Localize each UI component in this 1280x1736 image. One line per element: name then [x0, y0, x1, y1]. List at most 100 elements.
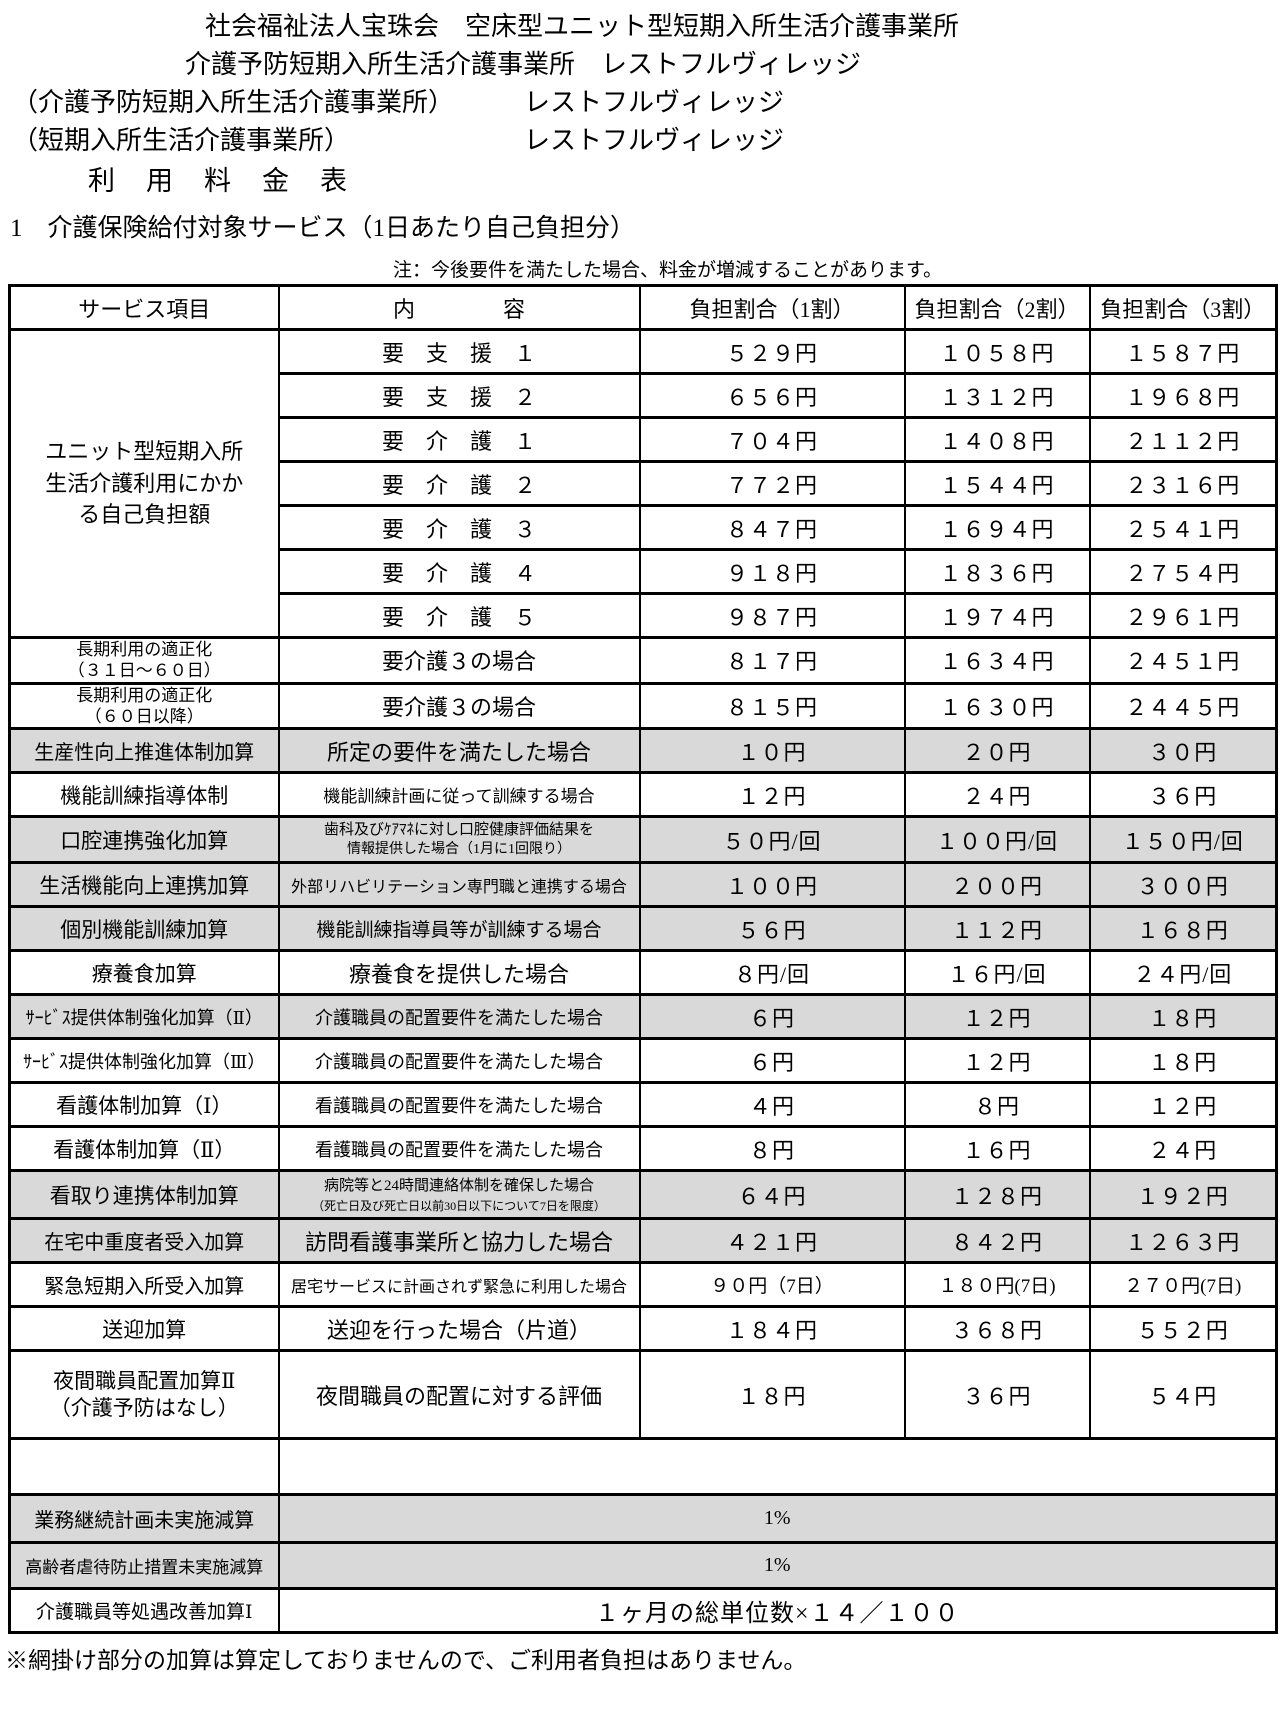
service-label-cell: 業務継続計画未実施減算: [8, 1493, 280, 1544]
fee-30pct: ３６円: [1088, 771, 1278, 818]
content-cell: 介護職員の配置要件を満たした場合: [277, 993, 641, 1040]
section-heading: 1 介護保険給付対象サービス（1日あたり自己負担分）: [10, 215, 636, 242]
content-cell: 機能訓練計画に従って訓練する場合: [277, 771, 641, 818]
table-row: 看護体制加算（Ⅱ） 看護職員の配置要件を満たした場合 ８円 １６円 ２４円: [8, 1125, 1278, 1172]
fee-30pct: ３００円: [1088, 861, 1278, 908]
service-label-cell: 看取り連携体制加算: [8, 1169, 280, 1220]
table-row: 緊急短期入所受入加算 居宅サービスに計画されず緊急に利用した場合 ９０円（7日）…: [8, 1261, 1278, 1308]
facility-name: レストフルヴィレッジ: [524, 126, 785, 155]
content-cell: 歯科及びｹｱﾏﾈに対し口腔健康評価結果を 情報提供した場合（1月に1回限り）: [277, 815, 641, 864]
fee-30pct: ２４円: [1088, 1125, 1278, 1172]
col-header-copay-30: 負担割合（3割）: [1088, 284, 1278, 331]
col-header-content: 内 容: [277, 284, 641, 331]
fee-20pct: １５４４円: [903, 460, 1091, 507]
fee-10pct: ６円: [638, 993, 906, 1040]
table-row: 看護体制加算（Ⅰ） 看護職員の配置要件を満たした場合 ４円 ８円 １２円: [8, 1081, 1278, 1128]
fee-10pct: ８円/回: [638, 949, 906, 996]
content-cell: 夜間職員の配置に対する評価: [277, 1349, 641, 1440]
fee-30pct: ３０円: [1088, 727, 1278, 774]
table-row: ｻｰﾋﾞｽ提供体制強化加算（Ⅲ） 介護職員の配置要件を満たした場合 ６円 １２円…: [8, 1037, 1278, 1084]
content-cell: 要介護３の場合: [277, 681, 641, 730]
content-cell: 要 介 護 ４: [277, 548, 641, 595]
fee-30pct: １２６３円: [1088, 1217, 1278, 1264]
fee-10pct: ５０円/回: [638, 815, 906, 864]
table-row-shaded: 業務継続計画未実施減算 1%: [8, 1493, 1278, 1544]
fee-10pct: ９０円（7日）: [638, 1261, 906, 1308]
facility-name: レストフルヴィレッジ: [524, 88, 785, 117]
table-row: 夜間職員配置加算Ⅱ （介護予防はなし） 夜間職員の配置に対する評価 １８円 ３６…: [8, 1349, 1278, 1440]
service-label-cell: 在宅中重度者受入加算: [8, 1217, 280, 1264]
fee-20pct: １８０円(7日): [903, 1261, 1091, 1308]
table-row: 要 介 護 ５ ９８７円 １９７４円 ２９６１円: [10, 592, 1278, 639]
facility-title: 介護予防短期入所生活介護事業所 レストフルヴィレッジ: [185, 50, 862, 79]
service-label-unit-copay: ユニット型短期入所 生活介護利用にかか る自己負担額: [8, 328, 280, 639]
fee-10pct: ８１７円: [638, 636, 906, 685]
service-label-cell: 生活機能向上連携加算: [8, 861, 280, 908]
table-row: 送迎加算 送迎を行った場合（片道） １８４円 ３６８円 ５５２円: [8, 1305, 1278, 1352]
content-cell: 居宅サービスに計画されず緊急に利用した場合: [277, 1261, 641, 1308]
fee-30pct: ２１１２円: [1088, 416, 1278, 463]
fee-10pct: ６４円: [638, 1169, 906, 1220]
service-label-cell: 生産性向上推進体制加算: [8, 727, 280, 774]
fee-10pct: １２円: [638, 771, 906, 818]
col-header-copay-20: 負担割合（2割）: [903, 284, 1091, 331]
fee-20pct: ８４２円: [903, 1217, 1091, 1264]
fee-20pct: １３１２円: [903, 372, 1091, 419]
fee-20pct: １４０８円: [903, 416, 1091, 463]
fee-10pct: ８４７円: [638, 504, 906, 551]
page-title: 利 用 料 金 表: [88, 166, 349, 196]
fee-30pct: １９２円: [1088, 1169, 1278, 1220]
facility-type-label: （短期入所生活介護事業所）: [12, 126, 351, 155]
table-row-shaded: ｻｰﾋﾞｽ提供体制強化加算（Ⅱ） 介護職員の配置要件を満たした場合 ６円 １２円…: [8, 993, 1278, 1040]
facility-line-preventive: （介護予防短期入所生活介護事業所） レストフルヴィレッジ: [12, 84, 1280, 121]
service-label-cell: 療養食加算: [8, 949, 280, 996]
fee-10pct: １００円: [638, 861, 906, 908]
content-cell: 訪問看護事業所と協力した場合: [277, 1217, 641, 1264]
service-label-cell: [8, 1437, 280, 1496]
service-label-cell: 送迎加算: [8, 1305, 280, 1352]
col-header-copay-10: 負担割合（1割）: [638, 284, 906, 331]
table-row-shaded: 口腔連携強化加算 歯科及びｹｱﾏﾈに対し口腔健康評価結果を 情報提供した場合（1…: [8, 815, 1278, 864]
fee-20pct: １６３４円: [903, 636, 1091, 685]
content-cell: 要 支 援 １: [277, 328, 641, 375]
fee-10pct: ６円: [638, 1037, 906, 1084]
content-cell: 看護職員の配置要件を満たした場合: [277, 1125, 641, 1172]
table-row: 長期利用の適正化 （６０日以降） 要介護３の場合 ８１５円 １６３０円 ２４４５…: [8, 681, 1278, 730]
fee-table: サービス項目 内 容 負担割合（1割） 負担割合（2割） 負担割合（3割） ユニ…: [8, 284, 1278, 1634]
content-cell: 送迎を行った場合（片道）: [277, 1305, 641, 1352]
fee-30pct: １６８円: [1088, 905, 1278, 952]
service-label-cell: 夜間職員配置加算Ⅱ （介護予防はなし）: [8, 1349, 280, 1440]
fee-20pct: １１２円: [903, 905, 1091, 952]
fee-20pct: １９７４円: [903, 592, 1091, 639]
table-row-shaded: 生活機能向上連携加算 外部リハビリテーション専門職と連携する場合 １００円 ２０…: [8, 861, 1278, 908]
fee-30pct: １５８７円: [1088, 328, 1278, 375]
content-cell: 病院等と24時間連絡体制を確保した場合 （死亡日及び死亡日以前30日以下について…: [277, 1169, 641, 1220]
table-row: 介護職員等処遇改善加算Ⅰ １ヶ月の総単位数×１４／１００: [8, 1587, 1278, 1634]
fee-change-note: 注：今後要件を満たした場合、料金が増減することがあります。: [393, 260, 943, 281]
merged-value-cell: 1%: [277, 1541, 1278, 1590]
service-label-cell: ｻｰﾋﾞｽ提供体制強化加算（Ⅲ）: [8, 1037, 280, 1084]
fee-20pct: １６９４円: [903, 504, 1091, 551]
fee-10pct: ６５６円: [638, 372, 906, 419]
fee-20pct: １２円: [903, 993, 1091, 1040]
merged-value-cell: 1%: [277, 1493, 1278, 1544]
service-label-cell: 機能訓練指導体制: [8, 771, 280, 818]
fee-20pct: １６円/回: [903, 949, 1091, 996]
table-row: 長期利用の適正化 （３１日～６０日） 要介護３の場合 ８１７円 １６３４円 ２４…: [8, 636, 1278, 685]
merged-value-cell: １ヶ月の総単位数×１４／１００: [277, 1587, 1278, 1634]
fee-20pct: ２４円: [903, 771, 1091, 818]
table-row: 要 介 護 ４ ９１８円 １８３６円 ２７５４円: [10, 548, 1278, 595]
fee-30pct: ２４４５円: [1088, 681, 1278, 730]
fee-30pct: ２３１６円: [1088, 460, 1278, 507]
fee-10pct: ９８７円: [638, 592, 906, 639]
fee-10pct: ７７２円: [638, 460, 906, 507]
content-cell: 看護職員の配置要件を満たした場合: [277, 1081, 641, 1128]
fee-30pct: １２円: [1088, 1081, 1278, 1128]
table-row-shaded: 看取り連携体制加算 病院等と24時間連絡体制を確保した場合 （死亡日及び死亡日以…: [8, 1169, 1278, 1220]
table-row-shaded: 生産性向上推進体制加算 所定の要件を満たした場合 １０円 ２０円 ３０円: [8, 727, 1278, 774]
service-label-cell: 高齢者虐待防止措置未実施減算: [8, 1541, 280, 1590]
service-label-cell: 長期利用の適正化 （３１日～６０日）: [8, 636, 280, 685]
fee-20pct: １０５８円: [903, 328, 1091, 375]
content-cell: 要 介 護 ５: [277, 592, 641, 639]
